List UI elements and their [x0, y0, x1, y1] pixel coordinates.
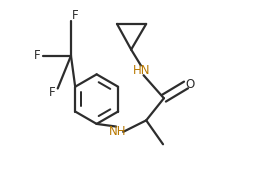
Text: F: F: [72, 9, 79, 22]
Text: F: F: [34, 49, 41, 62]
Text: NH: NH: [109, 125, 127, 138]
Text: O: O: [186, 78, 195, 91]
Text: F: F: [49, 85, 56, 99]
Text: HN: HN: [133, 64, 151, 77]
